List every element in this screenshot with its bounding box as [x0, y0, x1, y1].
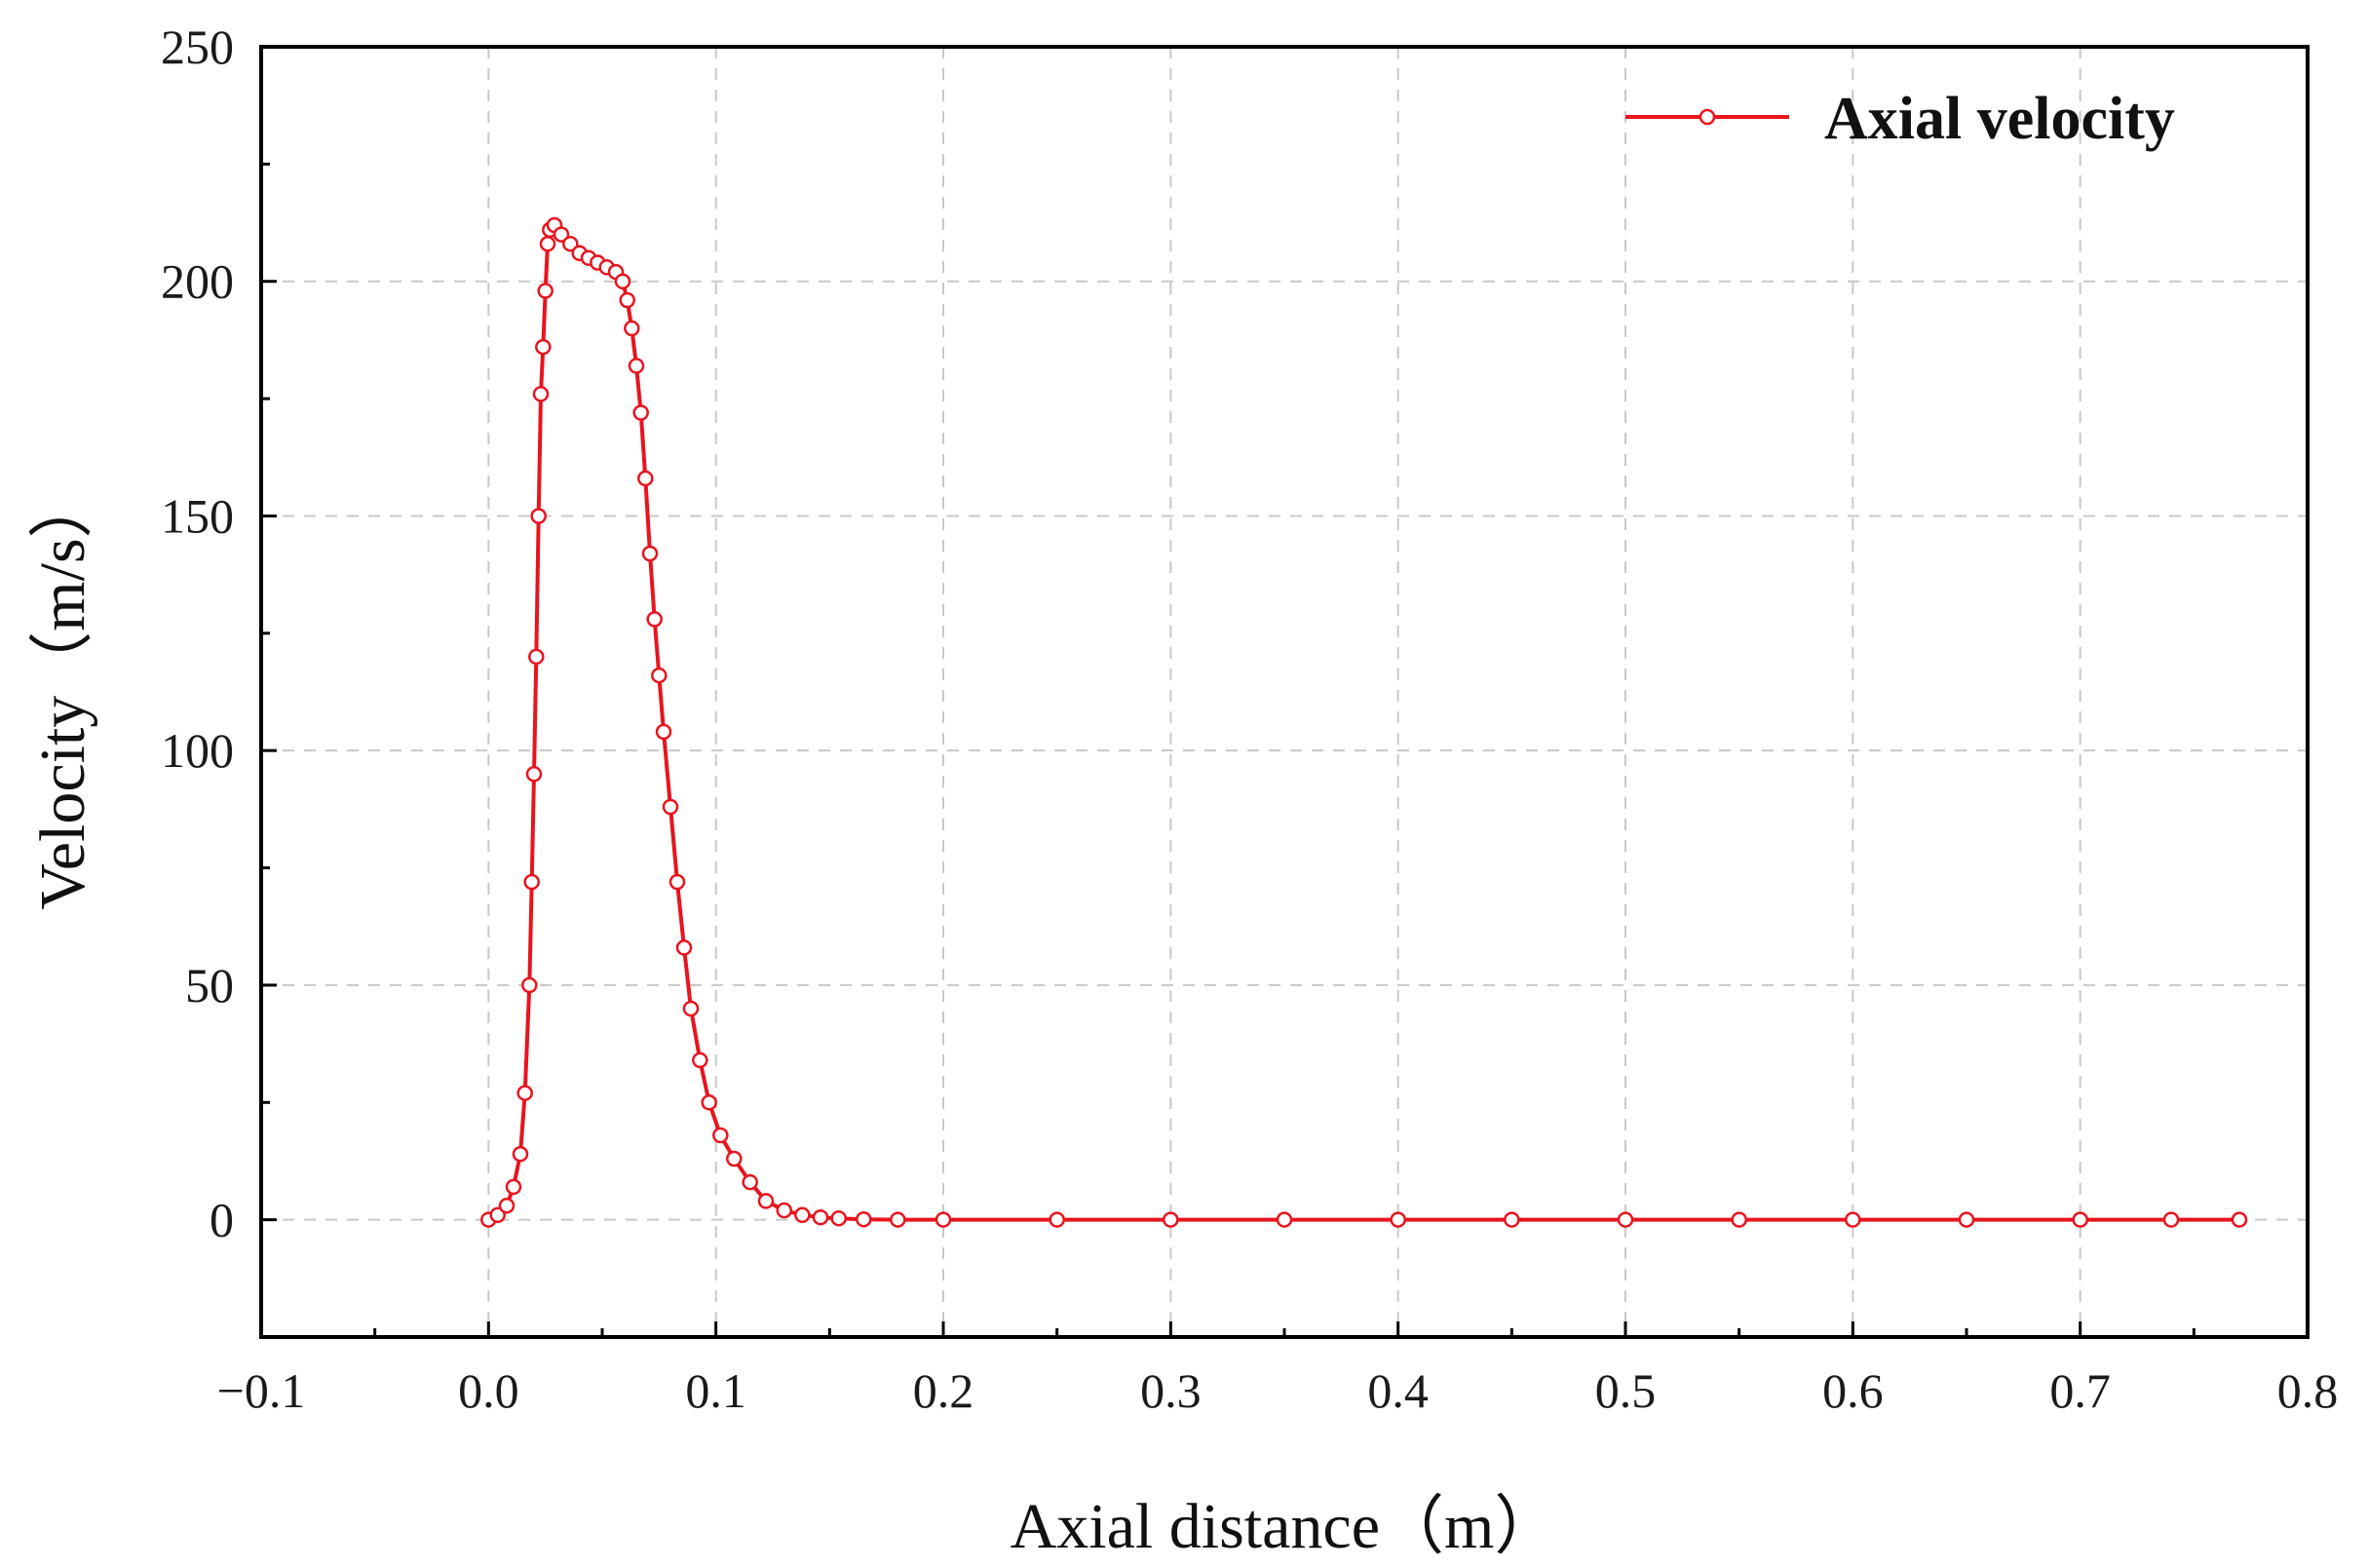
data-point [562, 235, 579, 252]
data-point [619, 291, 635, 309]
data-point [516, 1085, 533, 1101]
data-point [1049, 1211, 1065, 1228]
data-point [553, 226, 570, 243]
data-point [812, 1208, 829, 1226]
x-tick-label: 0.8 [2277, 1363, 2339, 1418]
data-point [742, 1173, 758, 1191]
data-point [757, 1193, 775, 1209]
data-point [628, 358, 645, 374]
y-tick-label: 250 [161, 19, 234, 74]
data-point [523, 873, 540, 891]
data-point [512, 1145, 529, 1163]
data-point [830, 1209, 847, 1227]
data-point [521, 976, 538, 994]
data-point [1958, 1211, 1975, 1228]
y-tick-label: 100 [161, 723, 234, 778]
data-point [662, 798, 679, 816]
axis-ticks [259, 45, 2310, 1339]
x-tick-label: 0.1 [685, 1363, 746, 1418]
y-tick-labels: 0 50 100 150 200 250 [161, 19, 234, 1247]
data-point [651, 667, 668, 684]
data-point [890, 1211, 906, 1228]
data-point [505, 1178, 522, 1196]
data-point [794, 1206, 811, 1224]
y-tick-label: 150 [161, 488, 234, 543]
data-point [525, 766, 543, 783]
data-point [489, 1206, 506, 1224]
x-tick-label: 0.3 [1140, 1363, 1202, 1418]
data-point [1163, 1211, 1179, 1228]
data-point [668, 873, 686, 891]
data-point [655, 723, 672, 741]
data-point [935, 1211, 952, 1228]
data-point [532, 386, 550, 402]
data-point [637, 470, 654, 487]
data-point [726, 1150, 743, 1167]
x-tick-label: 0.6 [1822, 1363, 1884, 1418]
data-point [2072, 1211, 2088, 1228]
y-tick-label: 50 [185, 958, 234, 1013]
legend: Axial velocity [1625, 86, 2175, 152]
data-point [646, 611, 663, 628]
data-point [632, 404, 649, 421]
data-point [2231, 1211, 2248, 1228]
x-tick-label: 0.5 [1595, 1363, 1657, 1418]
x-axis-title: Axial distance（m） [1011, 1491, 1559, 1562]
gridlines [261, 47, 2308, 1337]
y-axis-title: Velocity（m/s） [27, 474, 98, 909]
x-tick-label: 0.7 [2049, 1363, 2111, 1418]
data-point [614, 273, 631, 289]
data-point [856, 1210, 872, 1228]
legend-marker-sample [1699, 108, 1716, 126]
data-point [712, 1127, 729, 1144]
y-tick-label: 200 [161, 254, 234, 309]
data-point [1276, 1211, 1293, 1228]
y-tick-label: 0 [210, 1193, 234, 1247]
data-point [528, 648, 545, 666]
x-tick-label: 0.0 [458, 1363, 519, 1418]
series-axial-velocity [480, 216, 2248, 1228]
data-point [535, 338, 552, 356]
data-point [2162, 1211, 2180, 1228]
data-point [1390, 1211, 1406, 1228]
data-point [1731, 1211, 1747, 1228]
x-tick-label: −0.1 [217, 1363, 306, 1418]
data-point [641, 545, 659, 562]
x-tick-label: 0.2 [913, 1363, 974, 1418]
data-point [701, 1094, 717, 1111]
data-point [1617, 1211, 1634, 1228]
data-point [530, 508, 547, 524]
x-tick-label: 0.4 [1367, 1363, 1429, 1418]
data-point [1845, 1211, 1861, 1228]
data-point [692, 1052, 708, 1069]
data-point [537, 283, 554, 299]
data-point [539, 235, 556, 252]
x-tick-labels: −0.1 0.0 0.1 0.2 0.3 0.4 0.5 0.6 0.7 0.8 [217, 1363, 2339, 1418]
data-point [498, 1197, 516, 1214]
data-point [1504, 1211, 1520, 1228]
legend-label-axial-velocity: Axial velocity [1824, 86, 2175, 152]
data-point [624, 320, 640, 337]
data-point [682, 1000, 700, 1017]
data-point [776, 1202, 792, 1219]
data-point [675, 939, 693, 956]
